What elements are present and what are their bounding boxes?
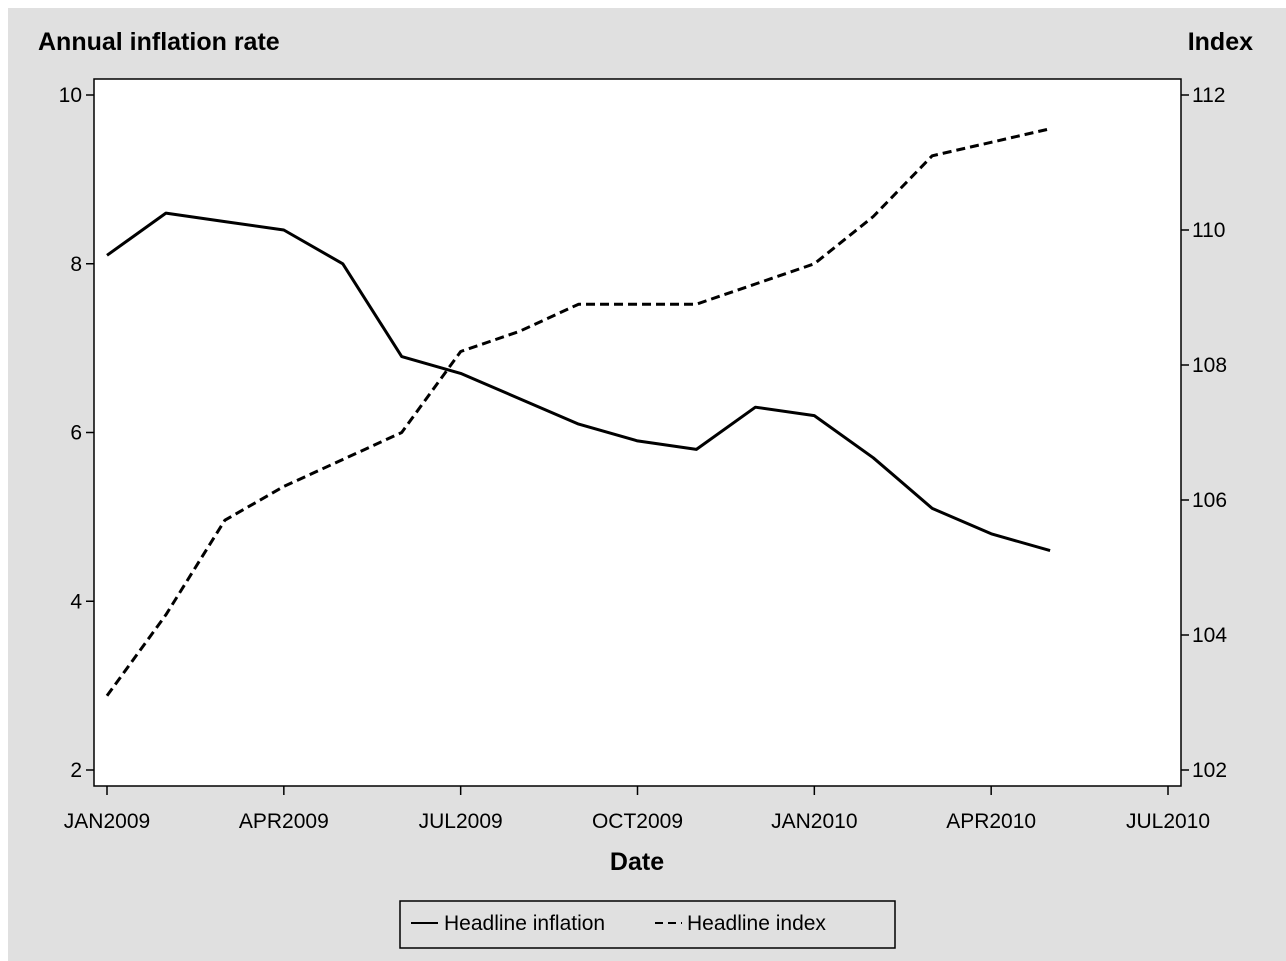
y-tick-label-left: 8 <box>70 253 82 276</box>
y-tick-label-right: 106 <box>1192 489 1227 512</box>
legend-label-inflation: Headline inflation <box>444 912 605 935</box>
x-tick-label: JAN2010 <box>771 810 857 833</box>
series-layer <box>105 127 1051 697</box>
y-tick-label-left: 10 <box>59 84 82 107</box>
x-axis-title: Date <box>610 848 664 876</box>
legend-box <box>399 900 896 949</box>
y-tick-label-right: 110 <box>1192 219 1225 242</box>
x-tick-label: OCT2009 <box>592 810 683 833</box>
x-tick-label: APR2009 <box>239 810 329 833</box>
y-tick-label-left: 2 <box>70 759 82 782</box>
y-tick-label-right: 108 <box>1192 354 1227 377</box>
y-tick-label-right: 112 <box>1192 84 1225 107</box>
x-tick-label: JUL2010 <box>1126 810 1210 833</box>
legend-label-index: Headline index <box>687 912 826 935</box>
x-tick-label: JAN2009 <box>64 810 150 833</box>
y-axis-title-right: Index <box>1188 28 1253 56</box>
x-tick-label: JUL2009 <box>419 810 503 833</box>
y-tick-label-right: 102 <box>1192 759 1227 782</box>
chart-container: Annual inflation rate Index 2 4 6 8 10 102 10… <box>8 8 1286 961</box>
plot-area <box>93 78 1182 787</box>
series-line-headline-inflation <box>106 211 1051 553</box>
y-tick-label-left: 4 <box>70 590 82 613</box>
x-tick-label: APR2010 <box>946 810 1036 833</box>
y-tick-label-right: 104 <box>1192 624 1227 647</box>
legend: Headline inflation Headline index <box>399 900 896 949</box>
y-tick-label-left: 6 <box>70 422 82 445</box>
left-axis: 2 4 6 8 10 <box>59 84 94 782</box>
x-axis: JAN2009 APR2009 JUL2009 OCT2009 JAN2010 APR20… <box>64 786 1210 833</box>
y-axis-title-left: Annual inflation rate <box>38 28 280 56</box>
series-line-headline-index <box>105 127 1051 697</box>
right-axis: 102 104 106 108 110 112 <box>1181 84 1227 782</box>
